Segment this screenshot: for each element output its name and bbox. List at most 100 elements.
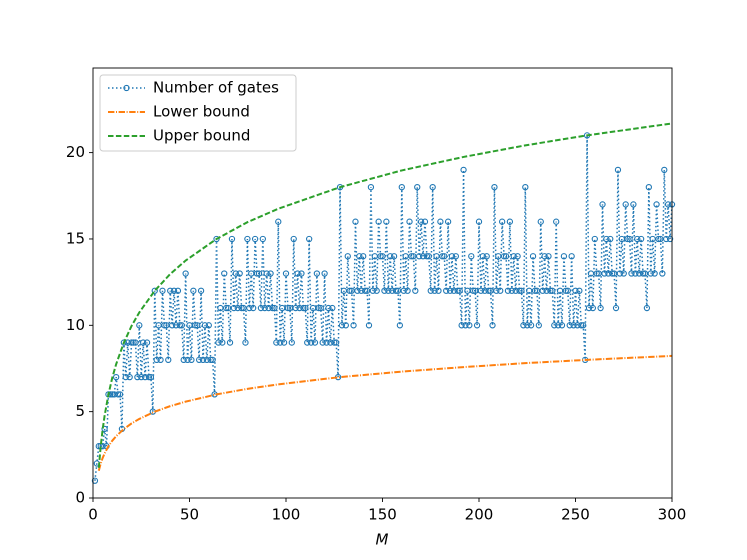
legend-label: Upper bound xyxy=(153,127,250,145)
data-point xyxy=(246,304,253,312)
data-point xyxy=(244,235,251,243)
data-point xyxy=(655,235,662,243)
x-tick-label: 250 xyxy=(561,506,590,524)
data-point xyxy=(292,304,299,312)
data-point xyxy=(213,235,220,243)
data-point xyxy=(572,287,579,294)
data-point xyxy=(441,253,448,260)
y-tick-label: 15 xyxy=(66,229,85,247)
data-point xyxy=(195,356,203,363)
data-point xyxy=(416,253,423,260)
data-point xyxy=(221,270,228,277)
data-point xyxy=(539,287,546,294)
data-point xyxy=(182,270,189,277)
data-point xyxy=(109,391,116,398)
data-point xyxy=(356,253,363,260)
data-point xyxy=(570,322,577,329)
data-point xyxy=(541,253,548,260)
data-point xyxy=(223,304,230,312)
data-point xyxy=(607,235,614,243)
data-point xyxy=(398,184,405,191)
data-point xyxy=(406,218,413,225)
data-point xyxy=(348,287,355,294)
data-point xyxy=(493,287,500,294)
data-point xyxy=(361,287,369,294)
y-tick-label: 0 xyxy=(75,489,85,507)
data-point xyxy=(643,304,651,312)
data-point xyxy=(226,339,234,346)
data-point xyxy=(153,356,160,363)
legend-label: Lower bound xyxy=(153,103,250,121)
data-point xyxy=(159,287,166,294)
data-point xyxy=(360,253,367,260)
data-point xyxy=(251,235,259,243)
data-point xyxy=(616,270,624,277)
data-point xyxy=(527,322,535,329)
data-point xyxy=(473,322,481,329)
data-point xyxy=(338,322,346,329)
y-tick-label: 20 xyxy=(66,143,85,161)
data-point xyxy=(263,270,270,277)
data-point xyxy=(111,391,118,398)
data-point xyxy=(277,339,284,346)
data-point xyxy=(367,184,375,191)
data-point xyxy=(379,253,386,260)
data-point xyxy=(639,270,647,277)
data-point xyxy=(168,322,176,329)
data-point xyxy=(394,287,402,294)
data-point xyxy=(423,253,431,260)
data-point xyxy=(545,253,552,260)
x-tick-label: 0 xyxy=(88,506,98,524)
data-point xyxy=(346,287,353,294)
x-tick-label: 200 xyxy=(465,506,494,524)
data-point xyxy=(215,339,222,346)
data-point xyxy=(558,322,566,329)
data-point xyxy=(651,270,658,277)
data-point xyxy=(294,270,301,277)
data-point xyxy=(470,287,477,294)
data-point xyxy=(286,304,294,312)
x-tick-label: 300 xyxy=(658,506,687,524)
data-point xyxy=(551,322,558,329)
data-point xyxy=(543,287,550,294)
data-point xyxy=(271,304,278,312)
data-point xyxy=(230,304,238,312)
data-point xyxy=(234,304,241,312)
data-point xyxy=(188,356,195,363)
legend-box xyxy=(99,74,297,152)
data-point xyxy=(522,184,529,191)
data-point xyxy=(333,339,340,346)
data-point xyxy=(502,253,510,260)
data-point xyxy=(371,253,378,260)
x-tick-label: 100 xyxy=(272,506,301,524)
data-point xyxy=(350,322,357,329)
data-point xyxy=(454,287,461,294)
data-point xyxy=(373,287,380,294)
data-point xyxy=(576,287,583,294)
data-point xyxy=(340,287,348,294)
data-point xyxy=(645,184,652,191)
data-point xyxy=(664,201,672,208)
data-point xyxy=(284,304,292,312)
data-point xyxy=(663,235,670,243)
data-point xyxy=(238,304,245,312)
data-point xyxy=(537,218,544,225)
data-point xyxy=(186,322,193,329)
legend: Number of gates Lower bound Upper bound xyxy=(99,74,297,152)
data-point xyxy=(176,322,183,329)
data-point xyxy=(556,287,564,294)
series-line xyxy=(94,135,673,481)
data-point xyxy=(468,253,475,260)
data-point xyxy=(547,287,554,294)
data-point xyxy=(296,304,303,312)
data-point xyxy=(554,322,562,329)
data-point xyxy=(435,287,442,294)
data-point xyxy=(516,287,523,294)
data-point xyxy=(661,166,668,174)
data-point xyxy=(147,373,155,381)
data-point xyxy=(140,339,147,346)
data-point xyxy=(236,270,243,277)
legend-marker xyxy=(123,84,130,92)
